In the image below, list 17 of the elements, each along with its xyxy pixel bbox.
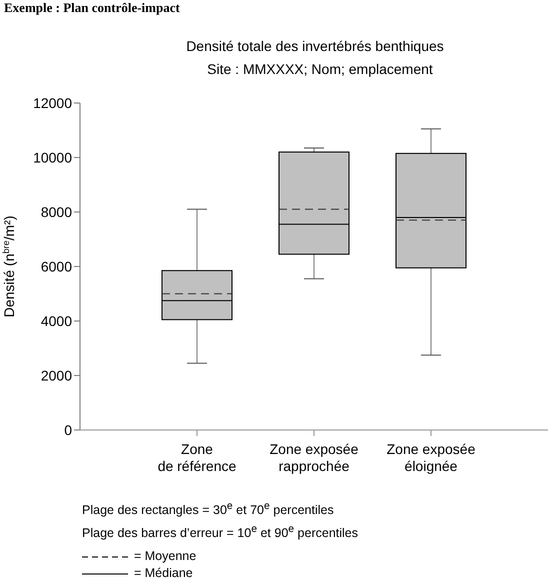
text: Exemple : Plan contrôle-impact [4, 0, 180, 16]
y-tick-label: 12000 [33, 94, 72, 111]
text: Plage des rectangles = 30$^{e}$ et 70$^{e}$ percentiles [82, 500, 335, 520]
x-tick-label: Zone exposée éloignée [386, 441, 476, 474]
chart-subtitle: Site : MMXXXX; Nom; emplacement [206, 61, 434, 77]
text: Plage des barres d’erreur = 10$^{e}$ et 90$^{e}$ percentiles [82, 523, 358, 542]
text: = Moyenne [134, 548, 196, 565]
y-tick-label: 8000 [40, 204, 72, 220]
y-tick-label: 4000 [40, 312, 72, 329]
y-tick-label: 6000 [40, 258, 72, 274]
y-tick-label: 10000 [33, 149, 72, 166]
chart-title: Densité totale des invertébrés benthiques [185, 38, 445, 54]
x-tick-label: Zone de référence [158, 441, 237, 474]
x-tick-label: Zone exposée rapprochée [270, 441, 359, 474]
text: = Médiane [134, 565, 193, 582]
y-tick-label: 0 [64, 422, 72, 438]
y-tick-label: 2000 [40, 367, 72, 384]
